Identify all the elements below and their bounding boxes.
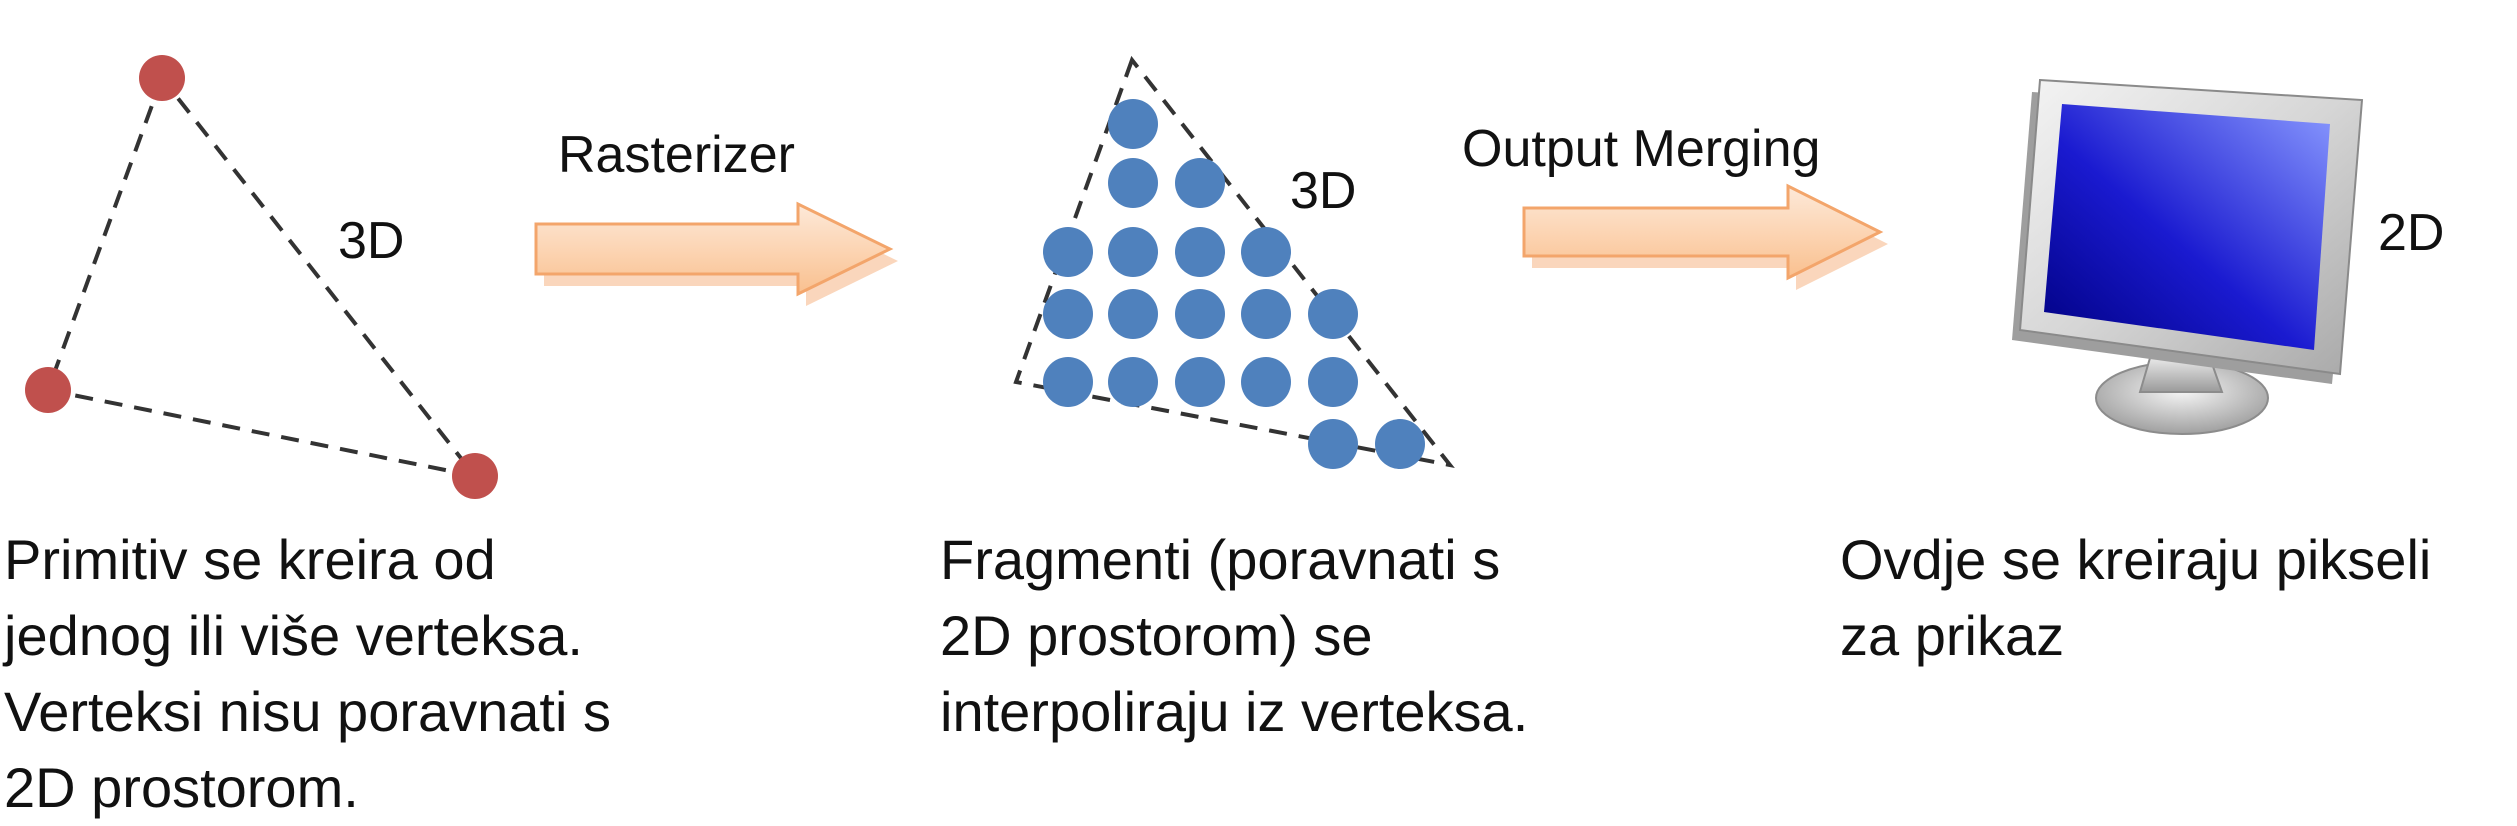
caption-line: 2D prostorom. [4, 756, 359, 819]
fragment-caption: Fragmenti (poravnati s 2D prostorom) se … [940, 522, 1528, 750]
monitor-screen [2044, 104, 2330, 350]
fragment-dot [1043, 289, 1093, 339]
pixel-caption: Ovdje se kreiraju pikseli za prikaz [1840, 522, 2431, 674]
fragment-dot [1108, 227, 1158, 277]
fragment-dot [1043, 227, 1093, 277]
caption-line: za prikaz [1840, 604, 2065, 667]
vertex-point [25, 367, 71, 413]
vertex-point [452, 453, 498, 499]
monitor-icon [2012, 78, 2364, 435]
fragment-dot [1175, 158, 1225, 208]
right-arrow-icon [1522, 183, 1888, 290]
output-merging-label: Output Merging [1462, 120, 1820, 178]
fragment-triangle [1013, 55, 1455, 469]
fragment-dot [1108, 357, 1158, 407]
caption-line: interpoliraju iz verteksa. [940, 680, 1529, 743]
fragment-dot [1175, 357, 1225, 407]
rasterizer-label: Rasterizer [558, 126, 795, 184]
fragment-dot [1241, 289, 1291, 339]
fragment-dot [1175, 289, 1225, 339]
caption-line: 2D prostorom) se [940, 604, 1373, 667]
caption-line: jednog ili više verteksa. [4, 604, 583, 667]
fragment-dot [1241, 227, 1291, 277]
right-arrow-icon [534, 201, 898, 306]
vertex-point [139, 55, 185, 101]
fragment-dot [1308, 419, 1358, 469]
vertex-caption: Primitiv se kreira od jednog ili više ve… [4, 522, 611, 826]
pixel-dimension-label: 2D [2378, 204, 2444, 262]
fragment-dot [1108, 99, 1158, 149]
caption-line: Primitiv se kreira od [4, 528, 496, 591]
fragment-dot [1043, 357, 1093, 407]
caption-line: Ovdje se kreiraju pikseli [1840, 528, 2432, 591]
caption-line: Fragmenti (poravnati s [940, 528, 1501, 591]
fragment-dot [1308, 289, 1358, 339]
caption-line: Verteksi nisu poravnati s [4, 680, 611, 743]
vertex-dimension-label: 3D [338, 212, 404, 270]
fragment-dot [1108, 158, 1158, 208]
fragment-dot [1175, 227, 1225, 277]
vertex-triangle [25, 55, 498, 499]
fragment-dot [1241, 357, 1291, 407]
fragment-dot-grid [1043, 99, 1425, 469]
fragment-dot [1308, 357, 1358, 407]
fragment-dot [1375, 419, 1425, 469]
fragment-dot [1108, 289, 1158, 339]
fragment-dimension-label: 3D [1290, 162, 1356, 220]
